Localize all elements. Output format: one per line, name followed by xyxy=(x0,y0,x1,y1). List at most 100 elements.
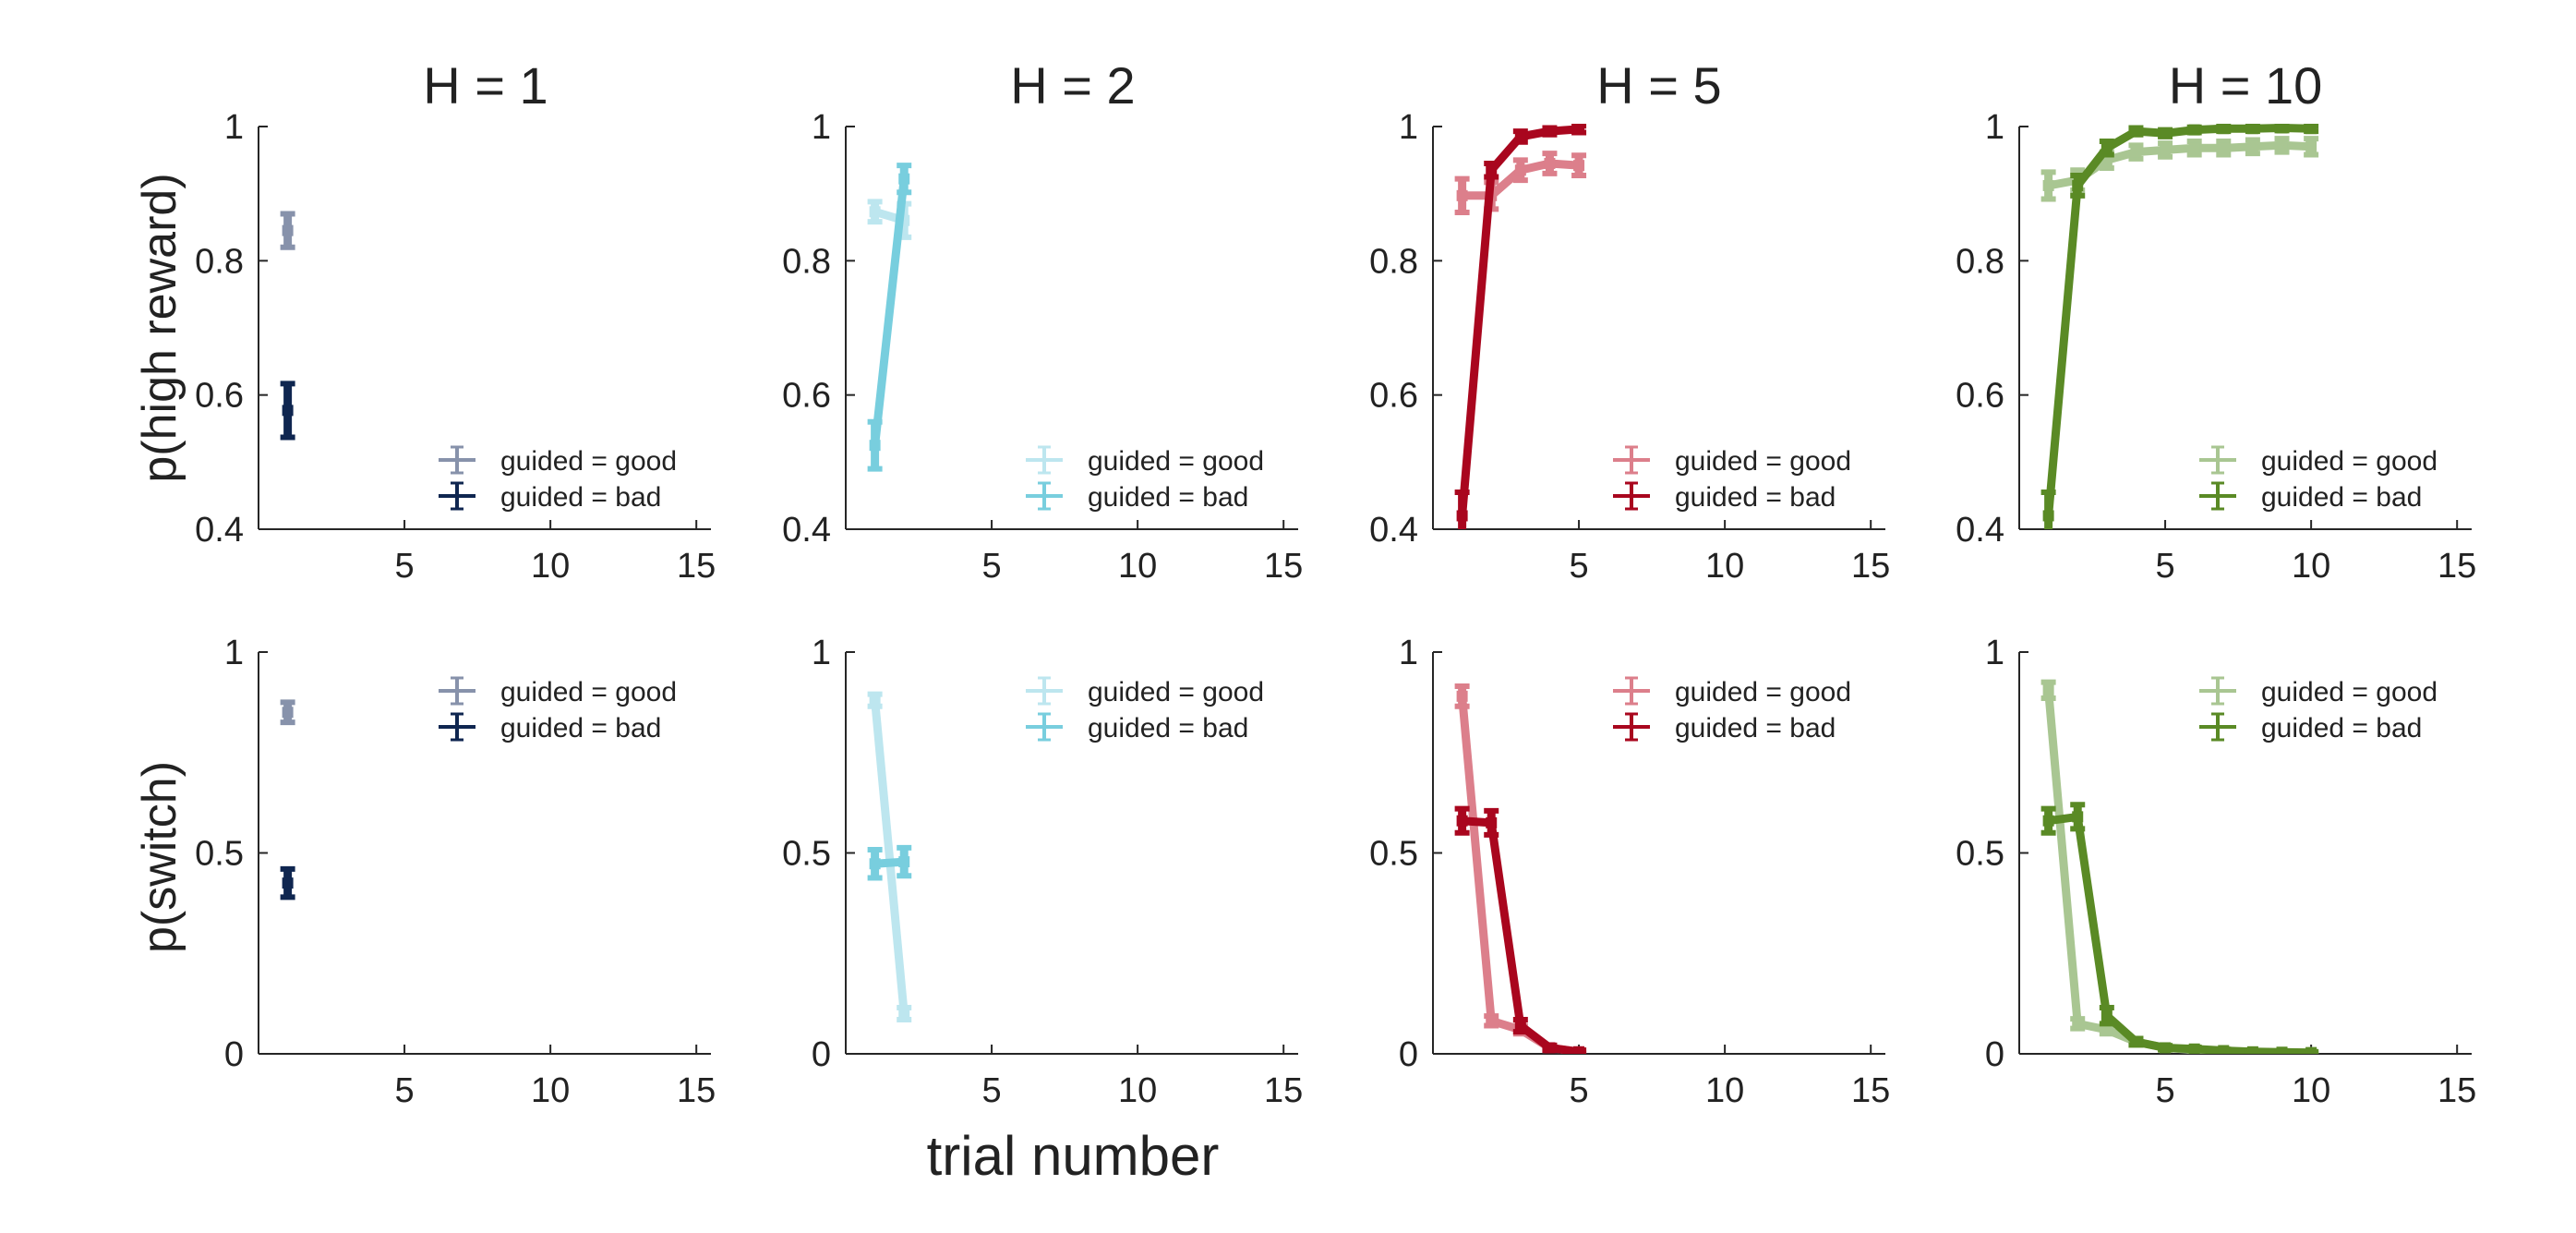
series-guided-good-point xyxy=(282,707,294,719)
column-titles: H = 1 H = 2 H = 5 H = 10 xyxy=(423,56,2322,115)
series-guided-good-point xyxy=(2042,179,2054,191)
series-guided-bad-point xyxy=(869,440,881,452)
series-guided-bad-point xyxy=(282,877,294,889)
legend-item: guided = bad xyxy=(1026,481,1248,513)
xlabel-trial-number: trial number xyxy=(927,1125,1220,1187)
x-tick-label: 10 xyxy=(1118,1071,1157,1110)
series-guided-bad-point xyxy=(1544,126,1556,138)
legend-item: guided = good xyxy=(1026,445,1264,477)
x-tick-label: 10 xyxy=(531,1071,570,1110)
x-tick-label: 10 xyxy=(1118,547,1157,586)
series-guided-bad-line xyxy=(2044,124,2316,520)
series-guided-good-point xyxy=(2072,1018,2084,1030)
y-tick-label: 0.4 xyxy=(782,511,831,550)
series-guided-bad-point xyxy=(1573,1046,1585,1054)
series-guided-bad-point xyxy=(2305,1046,2317,1054)
series-guided-bad-point xyxy=(2160,1042,2172,1054)
series-guided-bad-line xyxy=(871,175,909,450)
col-title-h5: H = 5 xyxy=(1596,56,1721,115)
panel-2-3: 5 10 15 0 0.5 1 guided = good guided = bad xyxy=(1369,634,1890,1110)
x-tick-label: 15 xyxy=(677,1071,716,1110)
x-tick-label: 15 xyxy=(677,547,716,586)
series-guided-bad-point xyxy=(2276,1046,2288,1054)
legend: guided = good guided = bad xyxy=(2199,676,2438,743)
series-guided-bad-point xyxy=(2276,124,2288,134)
col-title-h1: H = 1 xyxy=(423,56,548,115)
x-tick-label: 15 xyxy=(1851,547,1890,586)
legend: guided = good guided = bad xyxy=(2199,445,2438,513)
series-guided-good-point xyxy=(869,206,881,218)
col-title-h2: H = 2 xyxy=(1010,56,1135,115)
legend-item: guided = bad xyxy=(1026,712,1248,743)
series-guided-good-point xyxy=(898,1008,910,1020)
legend-item: guided = bad xyxy=(1613,481,1836,513)
y-tick-label: 0.6 xyxy=(782,377,831,416)
y-tick-label: 0.4 xyxy=(1369,511,1418,550)
legend-item: guided = bad xyxy=(439,481,661,513)
legend-item: guided = bad xyxy=(1613,712,1836,743)
series-group xyxy=(2040,679,2319,1054)
panel-1-1: 5 10 15 0.4 0.6 0.8 1 guided = good guided = bad xyxy=(195,108,716,586)
y-tick-label: 0.5 xyxy=(1956,835,2004,874)
legend-item: guided = bad xyxy=(2199,712,2422,743)
legend-label: guided = bad xyxy=(500,482,661,513)
y-tick-label: 0 xyxy=(224,1035,244,1074)
y-tick-label: 1 xyxy=(1399,634,1418,672)
series-guided-bad-point xyxy=(1456,510,1468,522)
x-tick-label: 10 xyxy=(1705,1071,1744,1110)
series-group xyxy=(1454,124,1587,529)
series-guided-good-point xyxy=(869,695,881,707)
panel-2-4: 5 10 15 0 0.5 1 guided = good guided = bad xyxy=(1956,634,2476,1110)
x-tick-label: 10 xyxy=(531,547,570,586)
ylabel-high-reward: p(high reward) xyxy=(133,173,187,482)
x-tick-label: 5 xyxy=(2155,1071,2174,1110)
series-guided-good-point xyxy=(1456,690,1468,702)
series-guided-good-point xyxy=(2130,146,2142,158)
series-guided-good-point xyxy=(2188,142,2200,154)
series-guided-good-point xyxy=(1544,157,1556,169)
legend-item: guided = good xyxy=(2199,445,2438,477)
series-guided-bad-line xyxy=(2044,812,2316,1054)
y-tick-label: 1 xyxy=(1399,108,1418,147)
series-guided-bad-point xyxy=(2130,126,2142,138)
series-guided-bad-point xyxy=(2072,179,2084,191)
series-guided-bad-point xyxy=(1486,816,1498,828)
legend-label: guided = bad xyxy=(2261,713,2422,743)
legend-label: guided = good xyxy=(1088,446,1264,477)
legend-label: guided = good xyxy=(1675,446,1851,477)
x-tick-label: 5 xyxy=(981,547,1001,586)
series-guided-bad-point xyxy=(1544,1042,1556,1054)
y-tick-label: 1 xyxy=(812,108,831,147)
series-guided-bad-point xyxy=(2218,1045,2230,1054)
x-tick-label: 10 xyxy=(2292,547,2330,586)
series-guided-good-point xyxy=(2305,140,2317,152)
series-group xyxy=(867,163,912,472)
series-guided-bad-point xyxy=(1514,1020,1526,1032)
y-tick-label: 0.6 xyxy=(1956,377,2004,416)
y-tick-label: 0.4 xyxy=(1956,511,2004,550)
y-tick-label: 0 xyxy=(812,1035,831,1074)
series-guided-bad-point xyxy=(1486,164,1498,176)
y-tick-label: 0.8 xyxy=(1956,242,2004,281)
y-tick-label: 0.5 xyxy=(782,835,831,874)
y-tick-label: 0.5 xyxy=(1369,835,1418,874)
panel-1-3: 5 10 15 0.4 0.6 0.8 1 guided = good guided = bad xyxy=(1369,108,1890,586)
x-tick-label: 15 xyxy=(2438,1071,2476,1110)
y-tick-label: 0.8 xyxy=(195,242,244,281)
series-guided-bad-line xyxy=(1458,125,1583,520)
legend-item: guided = bad xyxy=(2199,481,2422,513)
legend-label: guided = good xyxy=(2261,446,2438,477)
x-tick-label: 5 xyxy=(1569,547,1588,586)
y-tick-label: 0.6 xyxy=(1369,377,1418,416)
series-guided-good-line xyxy=(2044,140,2316,190)
legend-label: guided = bad xyxy=(1675,482,1836,513)
legend: guided = good guided = bad xyxy=(439,676,677,743)
x-tick-label: 15 xyxy=(1264,1071,1303,1110)
y-tick-label: 1 xyxy=(1985,108,2004,147)
legend-label: guided = bad xyxy=(500,713,661,743)
x-tick-label: 5 xyxy=(2155,547,2174,586)
series-guided-bad-point xyxy=(898,173,910,185)
series-guided-good-point xyxy=(2246,140,2258,152)
legend-item: guided = bad xyxy=(439,712,661,743)
